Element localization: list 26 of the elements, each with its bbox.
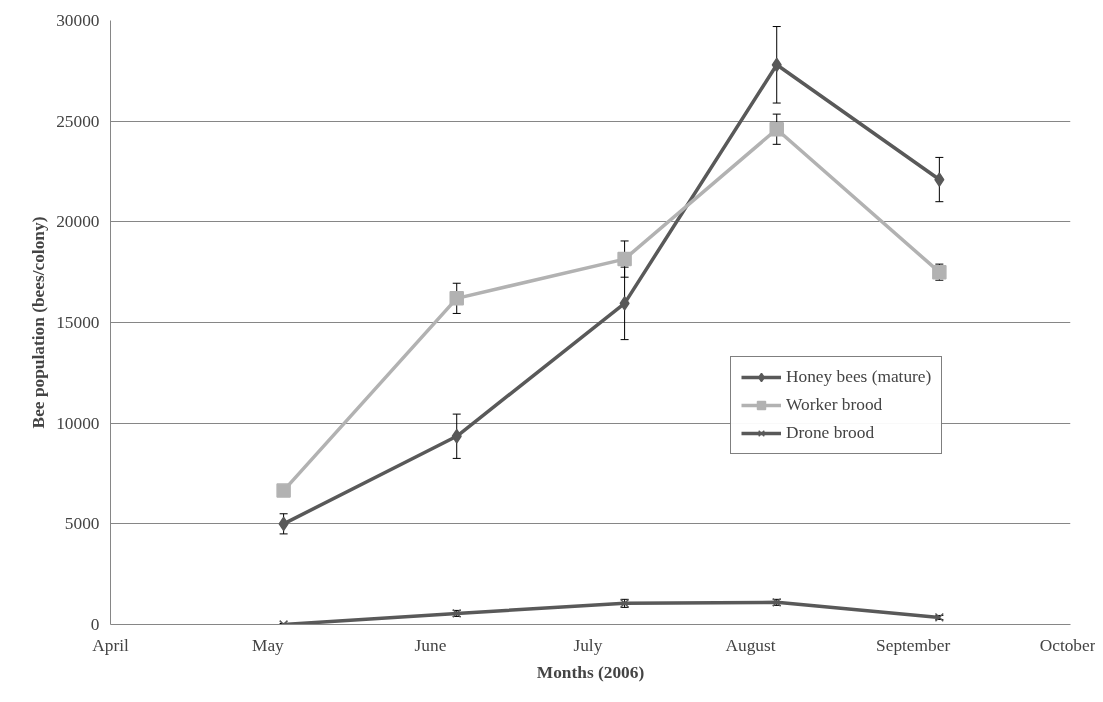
- legend-label: Honey bees (mature): [786, 367, 932, 387]
- x-tick-label: July: [573, 635, 603, 655]
- y-tick-label: 15000: [56, 313, 100, 332]
- point: [449, 291, 464, 306]
- point: [934, 172, 945, 187]
- x-tick-label: October: [1039, 635, 1096, 655]
- legend-label: Worker brood: [786, 395, 883, 415]
- y-tick-label: 10000: [56, 413, 100, 433]
- y-tick-label: 0: [90, 615, 100, 634]
- y-tick-label: 20000: [56, 212, 100, 232]
- point: [617, 251, 632, 267]
- y-tick-label: 25000: [56, 111, 100, 131]
- x-tick-label: April: [92, 635, 129, 655]
- point: [619, 296, 630, 311]
- y-tick-label: 5000: [64, 514, 100, 534]
- y-axis-title: Bee population (bees/colony): [29, 216, 49, 429]
- x-tick-label: August: [725, 635, 776, 655]
- x-tick-label: June: [414, 635, 447, 655]
- legend-label: Drone brood: [786, 423, 875, 443]
- y-tick-label: 30000: [56, 11, 100, 30]
- x-tick-label: May: [252, 635, 285, 655]
- x-axis-title: Months (2006): [536, 662, 645, 682]
- point: [769, 121, 784, 137]
- point: [276, 483, 291, 498]
- point: [451, 429, 462, 444]
- x-tick-label: September: [876, 635, 951, 655]
